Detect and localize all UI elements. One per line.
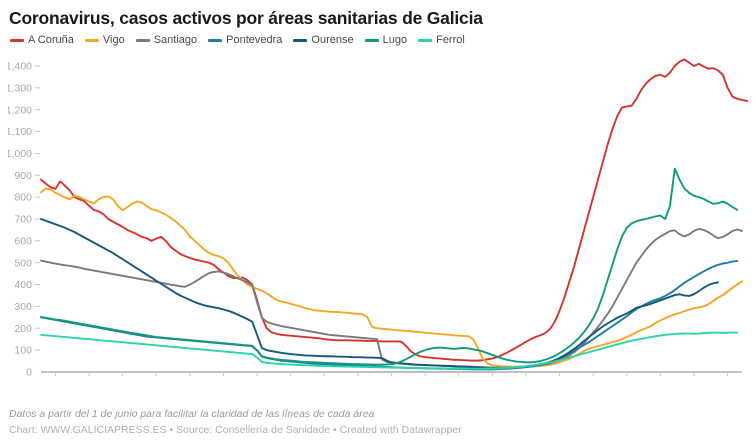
x-axis-label: 31 bbox=[184, 379, 196, 380]
x-axis-label: 16 bbox=[554, 379, 566, 380]
x-axis-label: Aug bbox=[483, 379, 502, 380]
y-axis-label: 400 bbox=[14, 279, 32, 291]
legend-item-santiago[interactable]: Santiago bbox=[135, 34, 198, 47]
y-axis-label: 200 bbox=[14, 323, 32, 335]
legend-item-ourense[interactable]: Ourense bbox=[293, 34, 354, 47]
x-axis-label: 21 bbox=[285, 379, 297, 380]
x-axis-label: 09 bbox=[520, 379, 532, 380]
y-axis-label: 600 bbox=[14, 236, 32, 248]
x-axis-label: Jun bbox=[215, 379, 232, 380]
legend-swatch-icon bbox=[208, 39, 223, 43]
x-axis-label: May bbox=[45, 379, 66, 380]
x-axis-label: 19 bbox=[419, 379, 431, 380]
legend-swatch-icon bbox=[364, 39, 379, 43]
series-line-lugo[interactable] bbox=[40, 168, 739, 366]
chart-legend: A Coruña Vigo Santiago Pontevedra Ourense Lug… bbox=[8, 28, 748, 46]
x-axis-label: 28 bbox=[318, 379, 330, 380]
line-chart-svg: 0 100 200 300 400 500 600 700 800 900 1,000 1,100 1,… bbox=[8, 58, 748, 380]
legend-swatch-icon bbox=[84, 39, 99, 43]
legend-item-label: A Coruña bbox=[28, 34, 74, 47]
legend-swatch-icon bbox=[135, 39, 150, 43]
x-axis-label: 10 bbox=[83, 379, 95, 380]
y-axis-label: 0 bbox=[26, 367, 32, 379]
legend-item-lugo[interactable]: Lugo bbox=[364, 34, 408, 47]
legend-swatch-icon bbox=[10, 39, 24, 43]
series-line-pontevedra[interactable] bbox=[40, 260, 739, 371]
x-axis-label: 14 bbox=[251, 379, 263, 380]
legend-item-vigo[interactable]: Vigo bbox=[84, 34, 125, 47]
x-axis-label: Jul bbox=[351, 379, 364, 380]
legend-item-label: Ferrol bbox=[436, 34, 465, 47]
footnote-text: Datos a partir del 1 de junio para facil… bbox=[9, 407, 375, 420]
x-axis-label: 12 bbox=[386, 379, 398, 380]
legend-swatch-icon bbox=[293, 39, 308, 43]
y-axis-label: 700 bbox=[14, 214, 32, 226]
series-line-ferrol[interactable] bbox=[40, 331, 739, 370]
x-axis-label: 30 bbox=[621, 379, 633, 380]
series-line-vigo[interactable] bbox=[40, 187, 743, 368]
legend-item-label: Ourense bbox=[311, 34, 354, 47]
y-axis-label: 100 bbox=[14, 345, 32, 357]
legend-item-pontevedra[interactable]: Pontevedra bbox=[208, 35, 282, 46]
legend-item-label: Lugo bbox=[382, 34, 408, 47]
x-axis-label: 17 bbox=[117, 379, 129, 380]
legend-item-ferrol[interactable]: Ferrol bbox=[418, 35, 465, 46]
legend-item-a-coruña[interactable]: A Coruña bbox=[10, 35, 74, 46]
y-axis-label: 1,000 bbox=[8, 148, 32, 160]
y-axis-label: 900 bbox=[14, 170, 32, 182]
series-line-ourense[interactable] bbox=[40, 218, 719, 370]
legend-item-label: Vigo bbox=[102, 34, 125, 47]
y-axis-label: 500 bbox=[14, 258, 32, 270]
page-title: Coronavirus, casos activos por áreas san… bbox=[9, 8, 483, 28]
y-axis-label: 800 bbox=[14, 192, 32, 204]
credit-text: Chart: WWW.GALICIAPRESS.ES • Source: Con… bbox=[9, 424, 462, 437]
y-axis-label: 1,400 bbox=[8, 61, 32, 73]
y-axis-label: 1,100 bbox=[8, 126, 32, 138]
legend-swatch-icon bbox=[418, 39, 433, 43]
legend-item-label: Pontevedra bbox=[226, 34, 283, 47]
x-axis-label: 20 bbox=[722, 379, 734, 380]
x-axis-label: Sep bbox=[651, 379, 670, 380]
y-axis-label: 1,300 bbox=[8, 83, 32, 95]
series-line-santiago[interactable] bbox=[40, 228, 743, 369]
y-axis-label: 1,200 bbox=[8, 105, 32, 117]
y-axis-label: 300 bbox=[14, 301, 32, 313]
x-axis-label: 23 bbox=[587, 379, 599, 380]
x-axis-label: 26 bbox=[453, 379, 465, 380]
x-axis-label: 24 bbox=[150, 379, 162, 380]
x-axis-label: 13 bbox=[688, 379, 700, 380]
chart-footer: Datos a partir del 1 de junio para facil… bbox=[9, 407, 749, 440]
legend-item-label: Santiago bbox=[153, 34, 198, 47]
series-line-a-coruña[interactable] bbox=[40, 58, 748, 362]
plot-area: 0 100 200 300 400 500 600 700 800 900 1,000 1,100 1,… bbox=[8, 50, 748, 380]
